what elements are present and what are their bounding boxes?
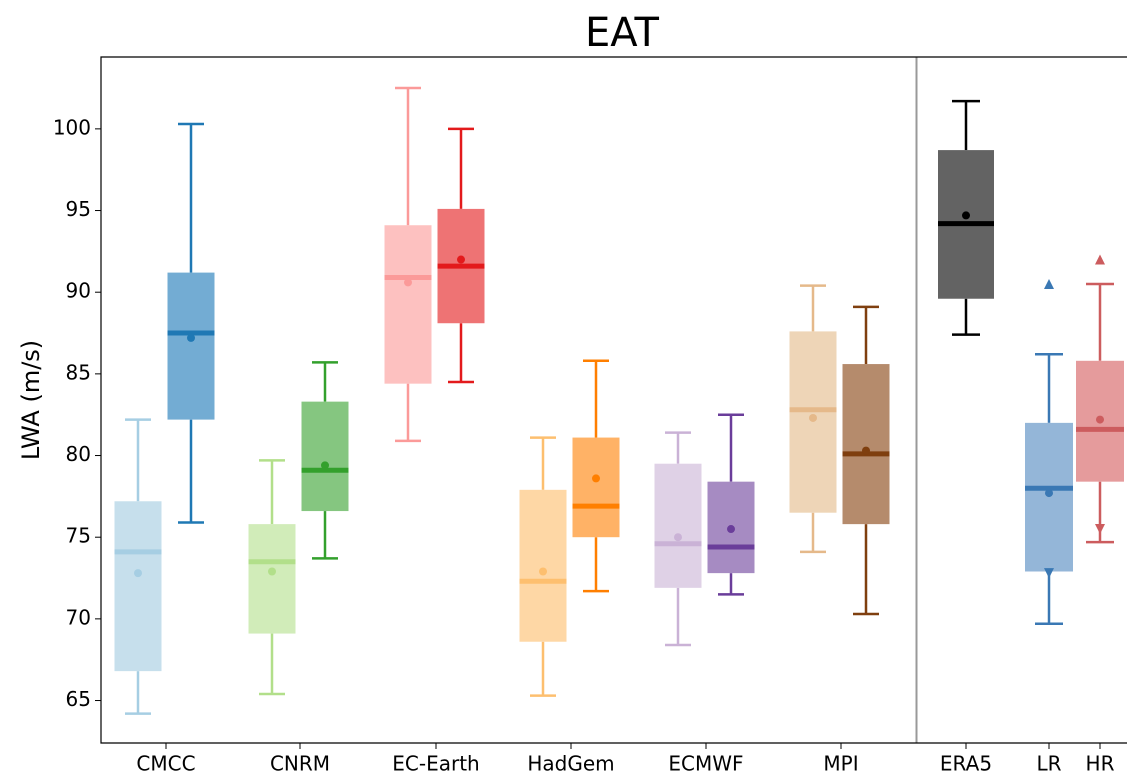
mean (862, 446, 870, 455)
box (654, 463, 702, 588)
mean (809, 413, 817, 422)
mean (1096, 415, 1104, 424)
box (1025, 422, 1073, 572)
outlier-marker (1044, 279, 1054, 290)
box (842, 364, 890, 525)
x-tick-label: ERA5 (940, 752, 992, 776)
y-tick-label: 80 (66, 442, 91, 466)
outlier-marker (1095, 254, 1105, 265)
y-tick-label: 95 (66, 197, 91, 221)
y-tick-label: 85 (66, 360, 91, 384)
mean (134, 569, 142, 578)
mean (539, 567, 547, 576)
x-tick-label: ECMWF (668, 752, 743, 776)
x-tick-label: MPI (823, 752, 858, 776)
box (519, 489, 567, 642)
y-axis-label: LWA (m/s) (17, 340, 45, 460)
mean (962, 211, 970, 220)
axes-frame (100, 56, 1127, 744)
x-tick-label: HadGem (527, 752, 614, 776)
box (789, 331, 837, 513)
y-tick-label: 100 (53, 115, 91, 139)
y-tick-label: 75 (66, 524, 91, 548)
y-tick-label: 70 (66, 605, 91, 629)
chart-title: EAT (585, 10, 660, 56)
x-tick-label: EC-Earth (392, 752, 479, 776)
mean (187, 333, 195, 342)
mean (268, 567, 276, 576)
outlier-marker (1044, 568, 1054, 579)
mean (727, 525, 735, 534)
mean (1045, 489, 1053, 498)
box (572, 437, 620, 538)
mean (457, 255, 465, 264)
x-tick-label: LR (1036, 752, 1061, 776)
box (301, 401, 349, 512)
box (167, 272, 215, 420)
mean (592, 474, 600, 483)
mean (321, 461, 329, 470)
x-tick-label: CMCC (136, 752, 195, 776)
box (248, 524, 296, 634)
y-tick-label: 90 (66, 279, 91, 303)
outlier-marker (1095, 524, 1105, 535)
x-tick-label: HR (1086, 752, 1115, 776)
x-tick-label: CNRM (270, 752, 330, 776)
mean (404, 278, 412, 287)
mean (674, 533, 682, 542)
box (384, 225, 432, 384)
y-tick-label: 65 (66, 687, 91, 711)
box (114, 501, 162, 672)
